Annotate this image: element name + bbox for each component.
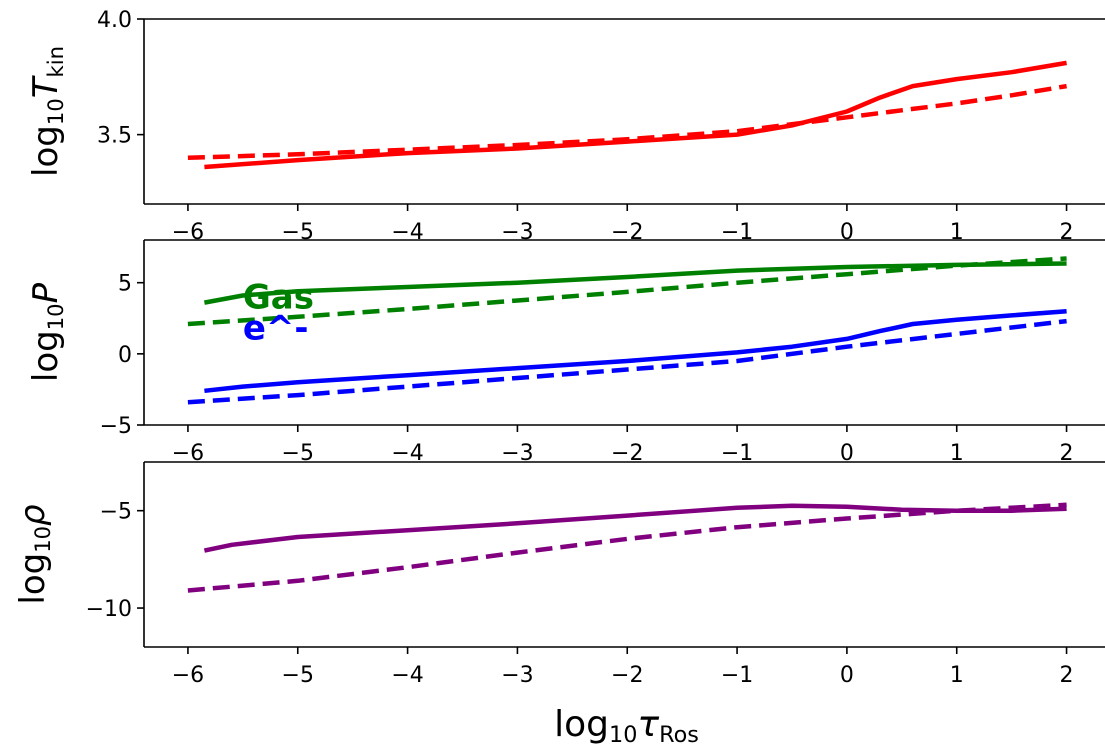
y-axis-label-subscript: 10 xyxy=(30,526,55,553)
series-line-pressure-1 xyxy=(187,256,1067,327)
x-axis-label-variable-subscript: Ros xyxy=(659,722,699,748)
x-tick-label: −4 xyxy=(391,663,423,688)
annotation-label: Gas xyxy=(243,277,314,317)
series-line-pressure-0 xyxy=(203,261,1067,305)
x-tick-label: 1 xyxy=(950,663,964,688)
y-tick-label: 4.0 xyxy=(97,8,132,33)
series-line-temperature-1 xyxy=(187,83,1067,161)
x-tick-label: −3 xyxy=(501,220,533,245)
x-tick-label: 2 xyxy=(1060,663,1074,688)
x-tick-label: −5 xyxy=(282,663,314,688)
y-tick-label: −5 xyxy=(100,414,132,439)
x-tick-label: 1 xyxy=(950,220,964,245)
panel-temperature: 3.5 4.0 −6 −5 −4 −3 −2 −1 0 1 2 log10Tkin xyxy=(26,8,1105,245)
x-tick-label: −5 xyxy=(282,220,314,245)
x-tick-label: 0 xyxy=(840,220,854,245)
y-axis-label-log: log xyxy=(26,125,66,177)
series-line-pressure-3 xyxy=(187,318,1067,405)
series-line-density-0 xyxy=(203,503,1067,553)
x-tick-label: 0 xyxy=(840,441,854,466)
y-axis-label: log10P xyxy=(26,282,68,382)
y-axis-label-variable-subscript: kin xyxy=(43,46,68,77)
series-line-temperature-0 xyxy=(204,60,1067,170)
series-line-density-1 xyxy=(187,502,1067,593)
y-axis-label-variable: P xyxy=(26,282,66,303)
x-tick-label: −2 xyxy=(611,220,643,245)
y-axis-label-subscript: 10 xyxy=(43,303,68,330)
x-axis-label-variable: τ xyxy=(637,704,659,745)
y-axis-label-log: log xyxy=(26,330,66,382)
x-tick-label: −6 xyxy=(172,220,204,245)
y-tick-label: 5 xyxy=(118,272,132,297)
series-line-pressure-2 xyxy=(204,308,1067,394)
y-tick-label: 0 xyxy=(118,343,132,368)
x-axis-label-subscript: 10 xyxy=(609,722,637,748)
x-axis-label-log: log xyxy=(554,704,609,745)
x-tick-label: 0 xyxy=(840,663,854,688)
x-tick-label: −1 xyxy=(721,220,753,245)
y-axis-label: log10ρ xyxy=(13,504,55,605)
x-tick-label: 2 xyxy=(1060,220,1074,245)
x-tick-label: −3 xyxy=(501,663,533,688)
x-tick-label: −6 xyxy=(172,663,204,688)
y-tick-label: 3.5 xyxy=(97,124,132,149)
y-tick-label: −5 xyxy=(100,500,132,525)
x-tick-label: 2 xyxy=(1060,441,1074,466)
x-tick-label: −4 xyxy=(391,220,423,245)
y-axis-label-subscript: 10 xyxy=(43,98,68,125)
x-tick-label: −2 xyxy=(611,663,643,688)
x-axis-label: log10τRos xyxy=(554,704,699,748)
y-axis-label-variable: ρ xyxy=(13,504,53,526)
y-axis-label-variable: T xyxy=(26,75,66,98)
x-tick-label: −1 xyxy=(721,663,753,688)
y-axis-label-log: log xyxy=(13,553,53,605)
y-tick-label: −10 xyxy=(86,597,132,622)
y-axis-label: log10Tkin xyxy=(26,46,68,177)
annotation-label: e^- xyxy=(243,309,309,349)
x-tick-label: 1 xyxy=(950,441,964,466)
